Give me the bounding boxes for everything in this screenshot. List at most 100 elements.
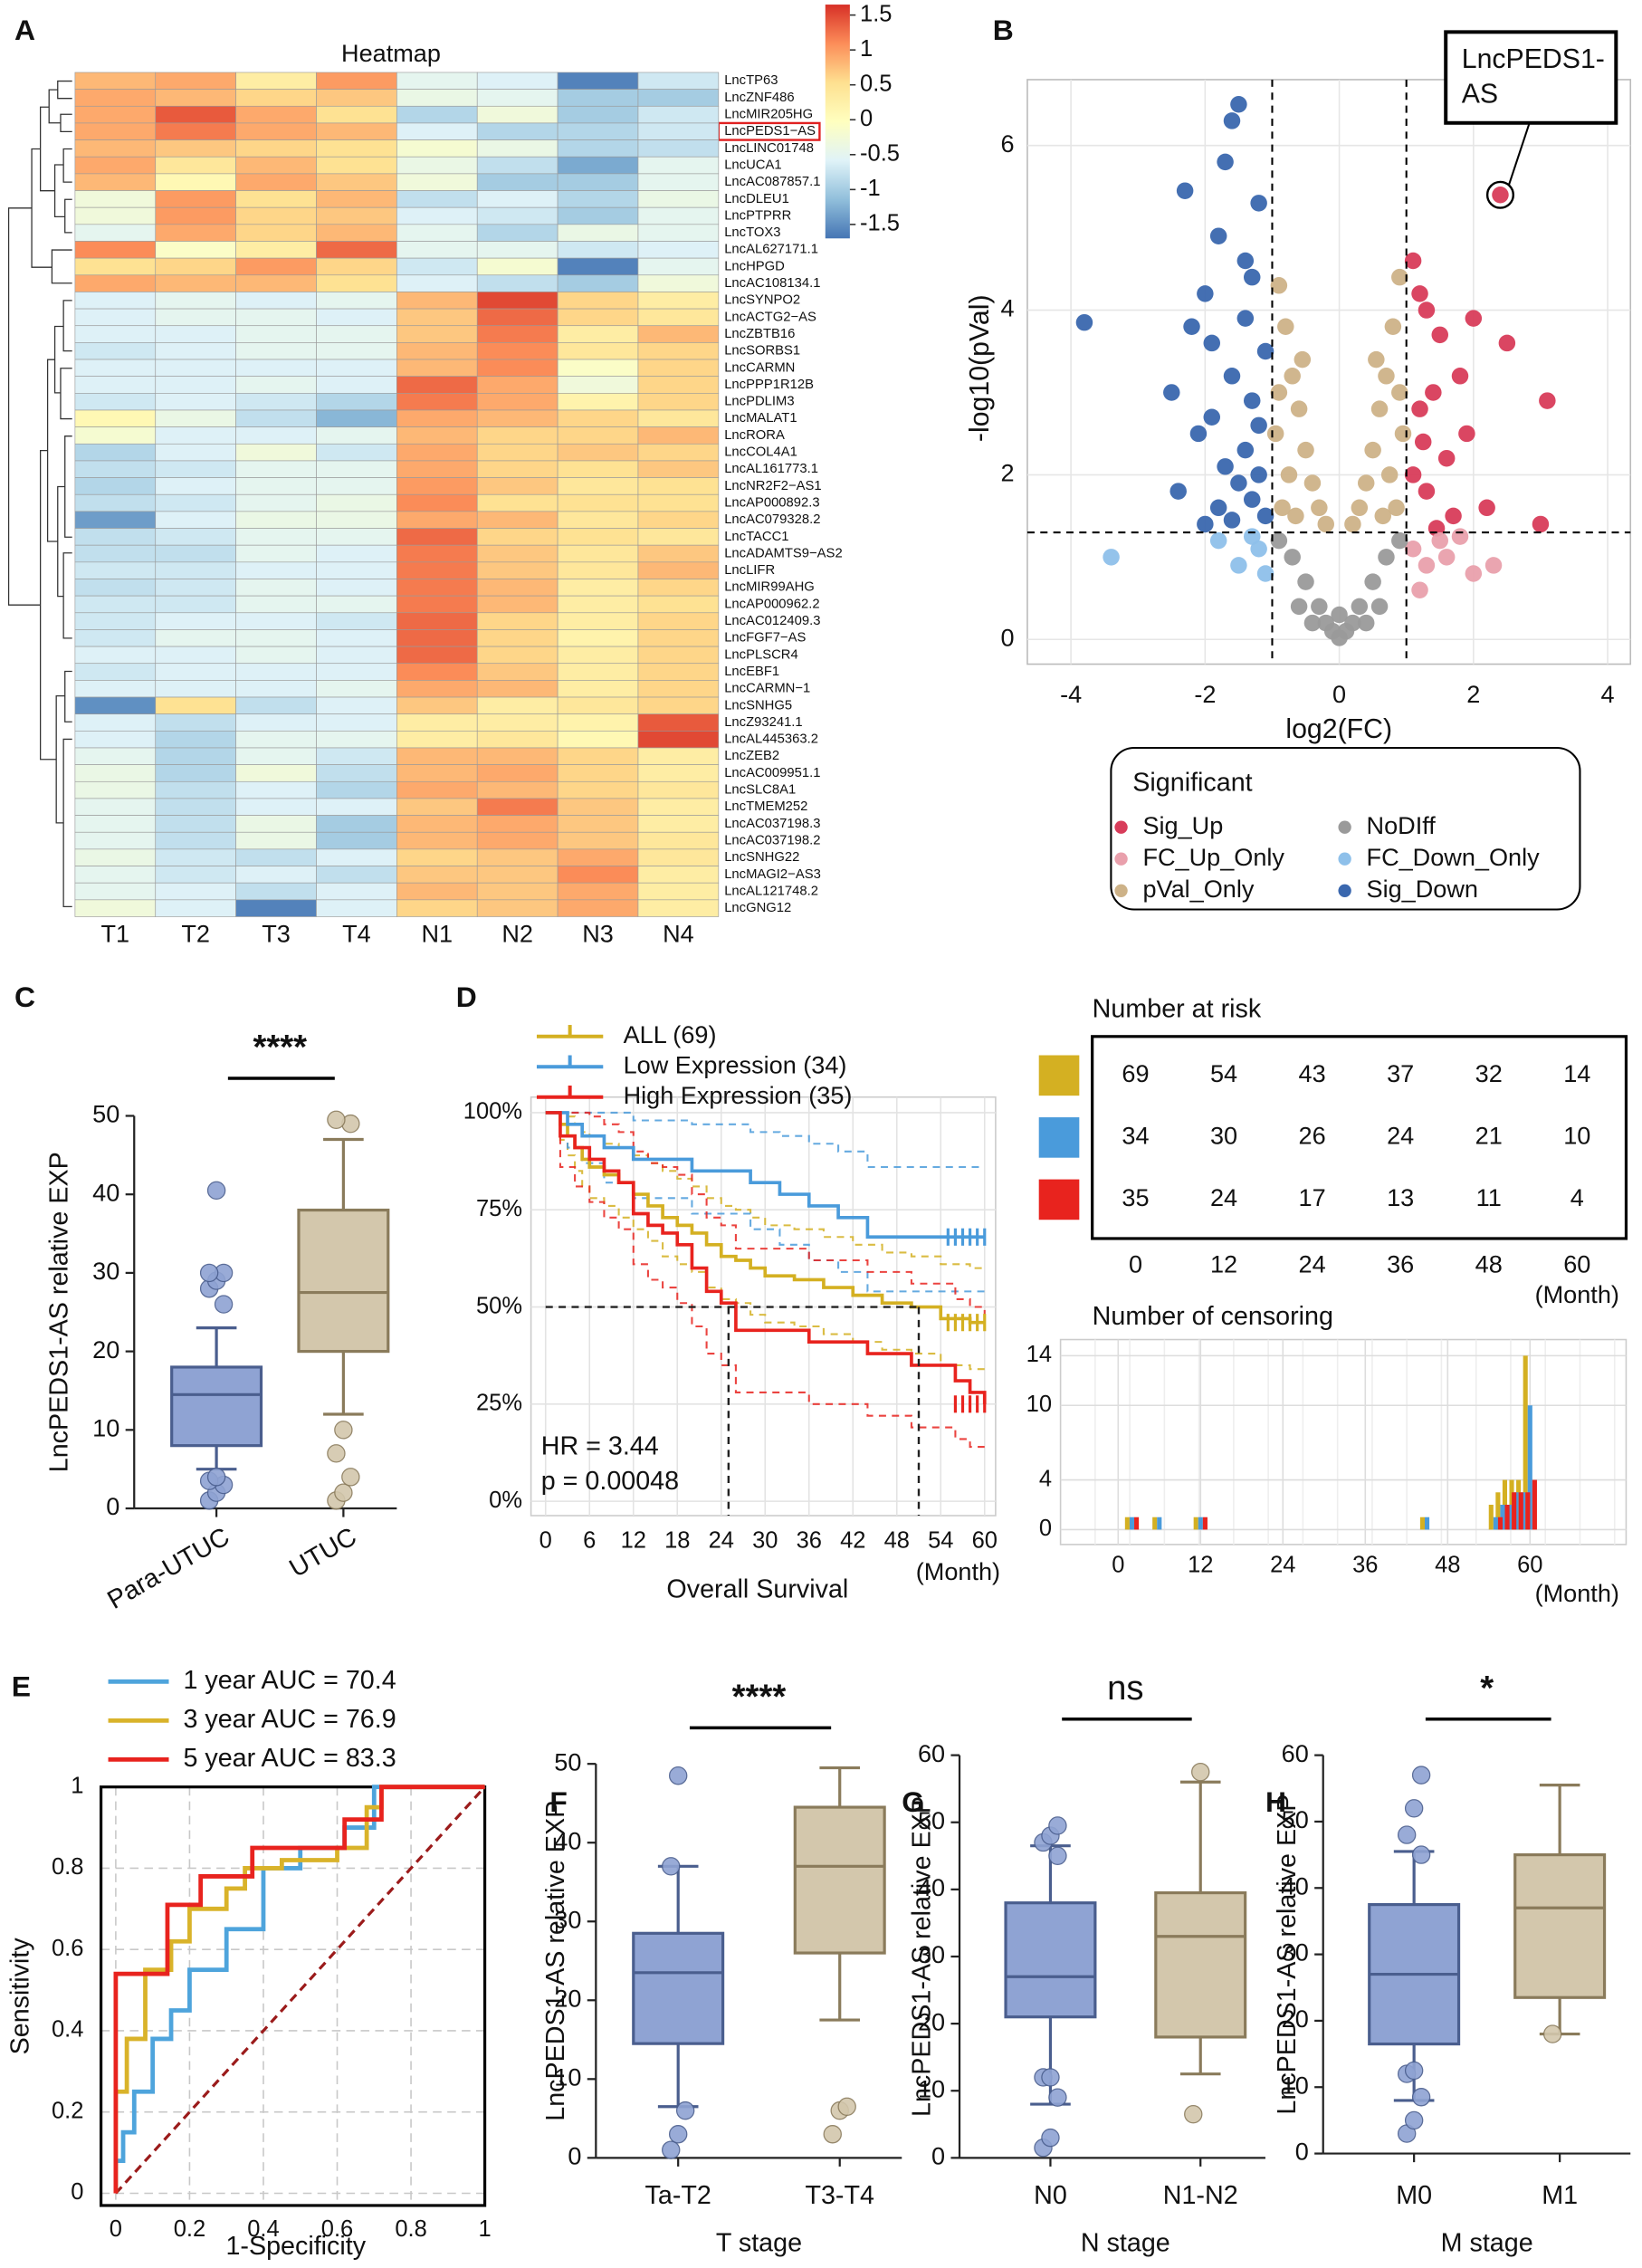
y-tick-label: 0.2 [52,2098,83,2123]
heatmap-cell [637,493,720,512]
heatmap-cell [637,359,720,378]
heatmap-cell [155,831,236,850]
heatmap-cell [316,409,397,427]
heatmap-cell [316,595,397,614]
legend-marker [1338,852,1351,866]
x-tick-label: 60 [972,1527,998,1553]
column-label: T3 [262,919,291,947]
heatmap-cell [476,477,558,495]
column-label: T1 [101,919,130,947]
legend-title: Significant [1132,768,1252,797]
heatmap-cell [316,72,397,90]
heatmap-cell [235,544,317,563]
heatmap-cell [637,241,720,259]
heatmap-cell [557,646,639,665]
heatmap-cell [155,241,236,259]
heatmap-cell [637,139,720,158]
heatmap-cell [235,139,317,158]
heatmap-cell [74,544,157,563]
heatmap-cell [155,257,236,276]
heatmap-cell [316,122,397,140]
censor-bar [1523,1355,1528,1530]
heatmap-cell [74,393,157,411]
y-tick-label: 20 [92,1335,119,1364]
heatmap-cell [476,72,558,90]
outlier [327,1110,346,1130]
heatmap-cell [557,173,639,191]
point [1357,474,1375,492]
column-label: N1 [421,919,453,947]
heatmap-cell [316,173,397,191]
heatmap-cell [155,292,236,310]
y-tick-label: 4 [1001,294,1015,322]
heatmap-cell [557,122,639,140]
row-label: LncTP63 [724,73,778,88]
heatmap-cell [557,511,639,529]
heatmap-cell [74,342,157,360]
y-axis-title: LncPEDS1-AS relative EXP [908,1796,937,2117]
legend-marker [1114,820,1128,834]
point [1266,425,1284,443]
heatmap-cell [235,359,317,378]
point [1437,549,1456,566]
row-label: LncTOX3 [724,225,780,240]
censor-bar [1488,1504,1494,1530]
row-label: LncAL627171.1 [724,243,818,257]
point [1344,515,1361,533]
heatmap-cell [155,899,236,917]
significance-label: * [1480,1669,1494,1708]
heatmap-cell [396,274,478,292]
y-axis-title: -log10(pVal) [965,294,995,442]
outlier [1041,2128,1060,2148]
x-tick-label: 36 [1352,1553,1378,1578]
heatmap-cell [155,72,236,90]
heatmap-cell [637,646,720,665]
point [1425,384,1442,401]
heatmap-cell [557,663,639,681]
row-label: LncRORA [724,428,785,443]
row-label: LncAL445363.2 [724,732,818,747]
row-swatch [1038,1179,1080,1220]
censor-bar [1198,1517,1203,1530]
point [1280,466,1298,483]
heatmap-cell [476,224,558,242]
table-cell: 17 [1299,1183,1326,1211]
heatmap-cell [316,206,397,225]
outlier [1184,2104,1203,2124]
panel-label: C [14,981,35,1013]
heatmap-cell [155,224,236,242]
censor-bar [1525,1492,1531,1530]
y-tick-label: 40 [554,1826,581,1854]
x-tick-label: N1-N2 [1163,2181,1238,2210]
heatmap-cell [155,815,236,833]
heatmap-cell [74,460,157,478]
y-tick-label: 10 [1026,1392,1052,1417]
point [1236,310,1255,327]
legend-marker [1114,884,1128,897]
point [1418,557,1436,574]
x-unit: (Month) [1535,1579,1619,1607]
heatmap-cell [476,663,558,681]
table-cell: 24 [1387,1122,1414,1150]
outlier [206,1468,226,1487]
heatmap-cell [155,866,236,884]
y-tick-label: 4 [1039,1466,1052,1491]
legend-marker [1338,884,1351,897]
heatmap-cell [476,511,558,529]
x-axis-title: N stage [1081,2229,1170,2258]
column-label: N3 [582,919,614,947]
legend-label: 1 year AUC = 70.4 [183,1666,396,1695]
heatmap-cell [316,882,397,901]
heatmap-cell [637,173,720,191]
heatmap-cell [74,780,157,799]
heatmap-cell [316,544,397,563]
outlier [214,1295,234,1314]
heatmap-cell [557,359,639,378]
table-title: Number at risk [1093,995,1262,1024]
heatmap-cell [155,443,236,462]
heatmap-cell [316,156,397,175]
x-tick-label: 48 [884,1527,910,1553]
point [1465,565,1483,582]
heatmap-cell [155,747,236,765]
